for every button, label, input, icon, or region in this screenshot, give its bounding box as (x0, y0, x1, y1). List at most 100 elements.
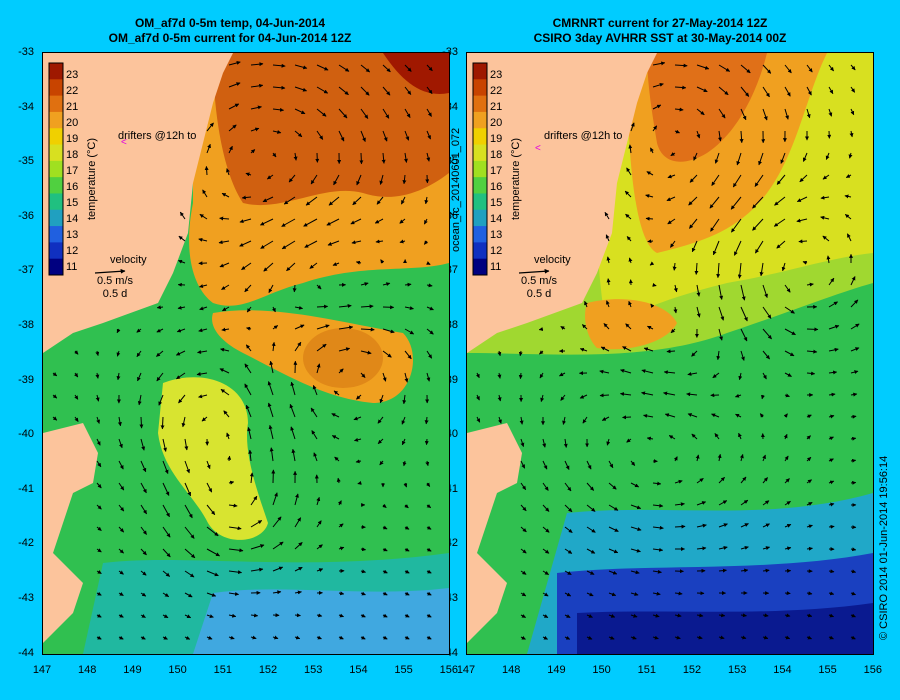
current-vector (239, 218, 252, 224)
colorbar-swatch (473, 193, 487, 211)
current-vector (696, 523, 707, 528)
current-vector (828, 480, 835, 485)
current-vector (162, 460, 169, 474)
current-vector (663, 370, 676, 375)
colorbar-swatch (49, 79, 63, 97)
left-title-line2: OM_af7d 0-5m current for 04-Jun-2014 12Z (108, 31, 352, 45)
current-vector (542, 570, 549, 576)
current-vector (311, 430, 318, 440)
current-vector (291, 448, 296, 462)
current-vector (689, 218, 698, 229)
current-vector (178, 259, 186, 264)
current-vector (327, 240, 340, 246)
current-vector (382, 569, 388, 574)
current-vector (116, 350, 121, 357)
current-vector (404, 108, 411, 118)
x-tick: 155 (394, 664, 413, 676)
right-drifters-label: drifters @12h to (544, 130, 623, 142)
current-vector (426, 525, 432, 530)
current-vector (404, 130, 410, 141)
x-tick: 154 (773, 664, 792, 676)
current-vector (850, 323, 860, 330)
current-vector (691, 433, 698, 440)
colorbar-tick-label: 14 (66, 213, 79, 225)
current-vector (762, 306, 772, 319)
colorbar-tick-label: 18 (490, 149, 503, 161)
current-vector (646, 171, 654, 176)
colorbar-swatch (49, 160, 63, 178)
current-vector (355, 260, 362, 265)
colorbar-tick-label: 15 (490, 197, 503, 209)
current-vector (604, 211, 610, 220)
current-vector (228, 124, 237, 132)
current-vector (250, 495, 258, 506)
current-vector (221, 284, 230, 291)
current-vector (424, 438, 429, 446)
current-vector (379, 394, 384, 404)
current-vector (96, 504, 102, 510)
current-vector (184, 570, 195, 578)
current-vector (178, 394, 186, 404)
current-vector (641, 369, 654, 374)
current-vector (645, 194, 654, 198)
current-vector (263, 262, 274, 272)
current-vector (162, 635, 168, 640)
right-map[interactable]: < (466, 52, 874, 655)
current-vector (223, 410, 230, 418)
current-vector (162, 548, 171, 558)
current-vector (652, 613, 660, 618)
current-vector (696, 613, 704, 618)
current-vector (281, 240, 296, 250)
current-vector (608, 614, 616, 618)
x-tick: 148 (502, 664, 521, 676)
current-vector (228, 82, 241, 88)
current-vector (754, 240, 764, 254)
current-vector (673, 306, 678, 314)
x-tick: 151 (637, 664, 656, 676)
current-vector (784, 500, 791, 506)
current-vector (850, 458, 857, 463)
current-vector (652, 125, 658, 132)
current-vector (762, 635, 769, 640)
current-vector (740, 328, 748, 342)
credit-label: © CSIRO 2014 01-Jun-2014 19:56:14 (878, 455, 890, 640)
current-vector (828, 613, 834, 618)
current-vector (426, 569, 432, 574)
current-vector (118, 592, 124, 597)
colorbar-swatch (49, 209, 63, 227)
current-vector (375, 239, 384, 244)
left-map[interactable]: < (42, 52, 450, 655)
current-vector (338, 368, 344, 374)
current-vector (184, 592, 193, 598)
current-vector (652, 635, 659, 640)
current-vector (711, 174, 720, 186)
current-vector (404, 372, 409, 383)
y-tick: -38 (18, 319, 34, 331)
current-vector (674, 502, 685, 507)
current-vector (250, 567, 264, 572)
current-vector (739, 454, 744, 462)
current-vector (316, 343, 327, 352)
current-vector (650, 147, 654, 154)
current-vector (140, 635, 146, 640)
current-vector (336, 477, 341, 484)
current-vector (360, 591, 366, 596)
current-vector (540, 394, 545, 402)
colorbar-border (472, 62, 488, 276)
right-drifter-marker: < (535, 143, 541, 154)
current-vector (647, 325, 654, 330)
current-vector (245, 404, 252, 418)
current-vector (260, 218, 274, 226)
current-vector (426, 261, 431, 265)
current-vector (379, 460, 384, 466)
current-vector (426, 328, 434, 335)
current-vector (740, 635, 747, 640)
colorbar-tick-label: 12 (66, 245, 79, 257)
current-vector (738, 372, 743, 381)
current-vector (246, 326, 252, 331)
current-vector (688, 196, 698, 206)
current-vector (426, 503, 432, 509)
current-vector (845, 174, 852, 178)
current-vector (162, 614, 169, 619)
current-vector (309, 262, 318, 269)
